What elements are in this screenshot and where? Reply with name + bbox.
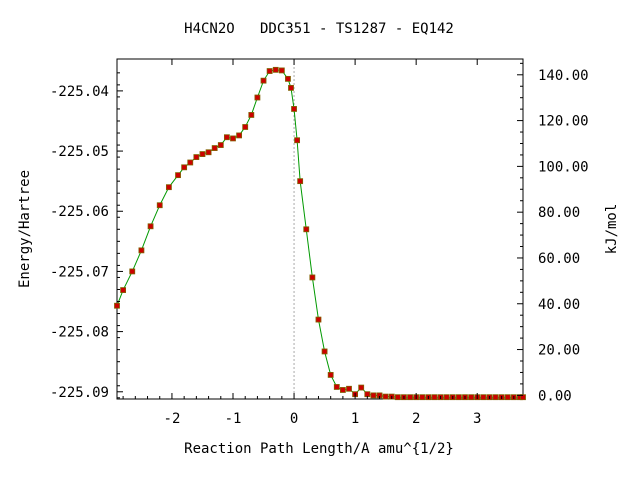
data-point [230, 135, 236, 142]
data-point [288, 84, 294, 91]
y-tick-label: -225.07 [50, 264, 109, 280]
x-axis: -2 -1 0 1 2 3 [122, 59, 515, 427]
data-point [156, 202, 163, 209]
data-point [291, 106, 297, 112]
x-tick-label: 1 [351, 411, 359, 427]
data-point [339, 387, 346, 393]
data-point [199, 151, 206, 157]
data-point [114, 302, 120, 309]
data-point [223, 134, 230, 141]
x-axis-label: Reaction Path Length/A amu^{1/2} [184, 441, 454, 457]
x-tick-label: -1 [225, 411, 242, 427]
data-point [358, 384, 365, 391]
data-point [364, 391, 371, 398]
data-point [217, 142, 224, 148]
data-point [309, 274, 316, 281]
y-tick-label: -225.09 [50, 385, 109, 401]
data-point [480, 394, 487, 401]
data-point [278, 67, 285, 74]
data-point [504, 394, 511, 401]
data-point [468, 394, 475, 401]
y2-tick-label: 100.00 [538, 159, 589, 175]
y2-tick-label: 140.00 [538, 68, 589, 84]
data-point [346, 385, 352, 392]
data-point [431, 394, 438, 401]
data-point [492, 394, 499, 401]
data-point [181, 164, 188, 171]
data-point [394, 394, 401, 401]
data-point [193, 154, 200, 160]
data-point [147, 223, 154, 230]
data-point [129, 268, 136, 275]
data-point [248, 112, 255, 118]
y2-axis-label: kJ/mol [604, 204, 620, 255]
data-point [370, 392, 377, 399]
data-point [205, 149, 212, 156]
data-point [254, 94, 261, 101]
y2-tick-label: 80.00 [538, 205, 580, 221]
y-tick-label: -225.06 [50, 204, 109, 220]
data-point [120, 287, 127, 293]
data-point [315, 316, 322, 323]
x-tick-label: 2 [412, 411, 420, 427]
data-point [165, 184, 172, 191]
data-point [187, 159, 194, 166]
data-point [303, 226, 310, 233]
y-tick-label: -225.05 [50, 144, 109, 160]
data-point [236, 132, 243, 139]
y2-tick-label: 0.00 [538, 388, 572, 404]
data-point [321, 348, 328, 355]
data-point [211, 145, 218, 151]
data-point [455, 394, 462, 401]
data-point [266, 68, 273, 74]
data-point [333, 384, 340, 390]
data-point [138, 247, 145, 254]
chart-title: H4CN2O DDC351 - TS1287 - EQ142 [184, 21, 454, 37]
data-point [297, 178, 304, 185]
data-point [327, 372, 334, 378]
data-point [242, 124, 249, 130]
data-point [260, 77, 267, 84]
y2-tick-label: 40.00 [538, 297, 580, 313]
y-tick-label: -225.04 [50, 84, 109, 100]
y2-tick-label: 60.00 [538, 251, 580, 267]
data-point [382, 393, 389, 400]
y-axis-label: Energy/Hartree [17, 170, 33, 288]
y-tick-label: -225.08 [50, 325, 109, 341]
data-point [294, 137, 301, 144]
data-point [175, 172, 181, 179]
data-point [272, 66, 279, 73]
y2-tick-label: 20.00 [538, 343, 580, 359]
data-point [285, 75, 291, 82]
data-point [520, 394, 526, 401]
y2-tick-label: 120.00 [538, 114, 589, 130]
data-point [443, 394, 450, 401]
data-point [407, 394, 413, 401]
x-tick-label: 0 [290, 411, 298, 427]
data-point [419, 394, 426, 401]
y-axis-right: 0.00 20.00 40.00 60.00 80.00 100.00 120.00 140.… [517, 62, 589, 404]
x-tick-label: -2 [164, 411, 181, 427]
x-tick-label: 3 [473, 411, 481, 427]
y-axis-left: -225.04 -225.05 -225.06 -225.07 -225.08 -225.… [50, 72, 123, 401]
